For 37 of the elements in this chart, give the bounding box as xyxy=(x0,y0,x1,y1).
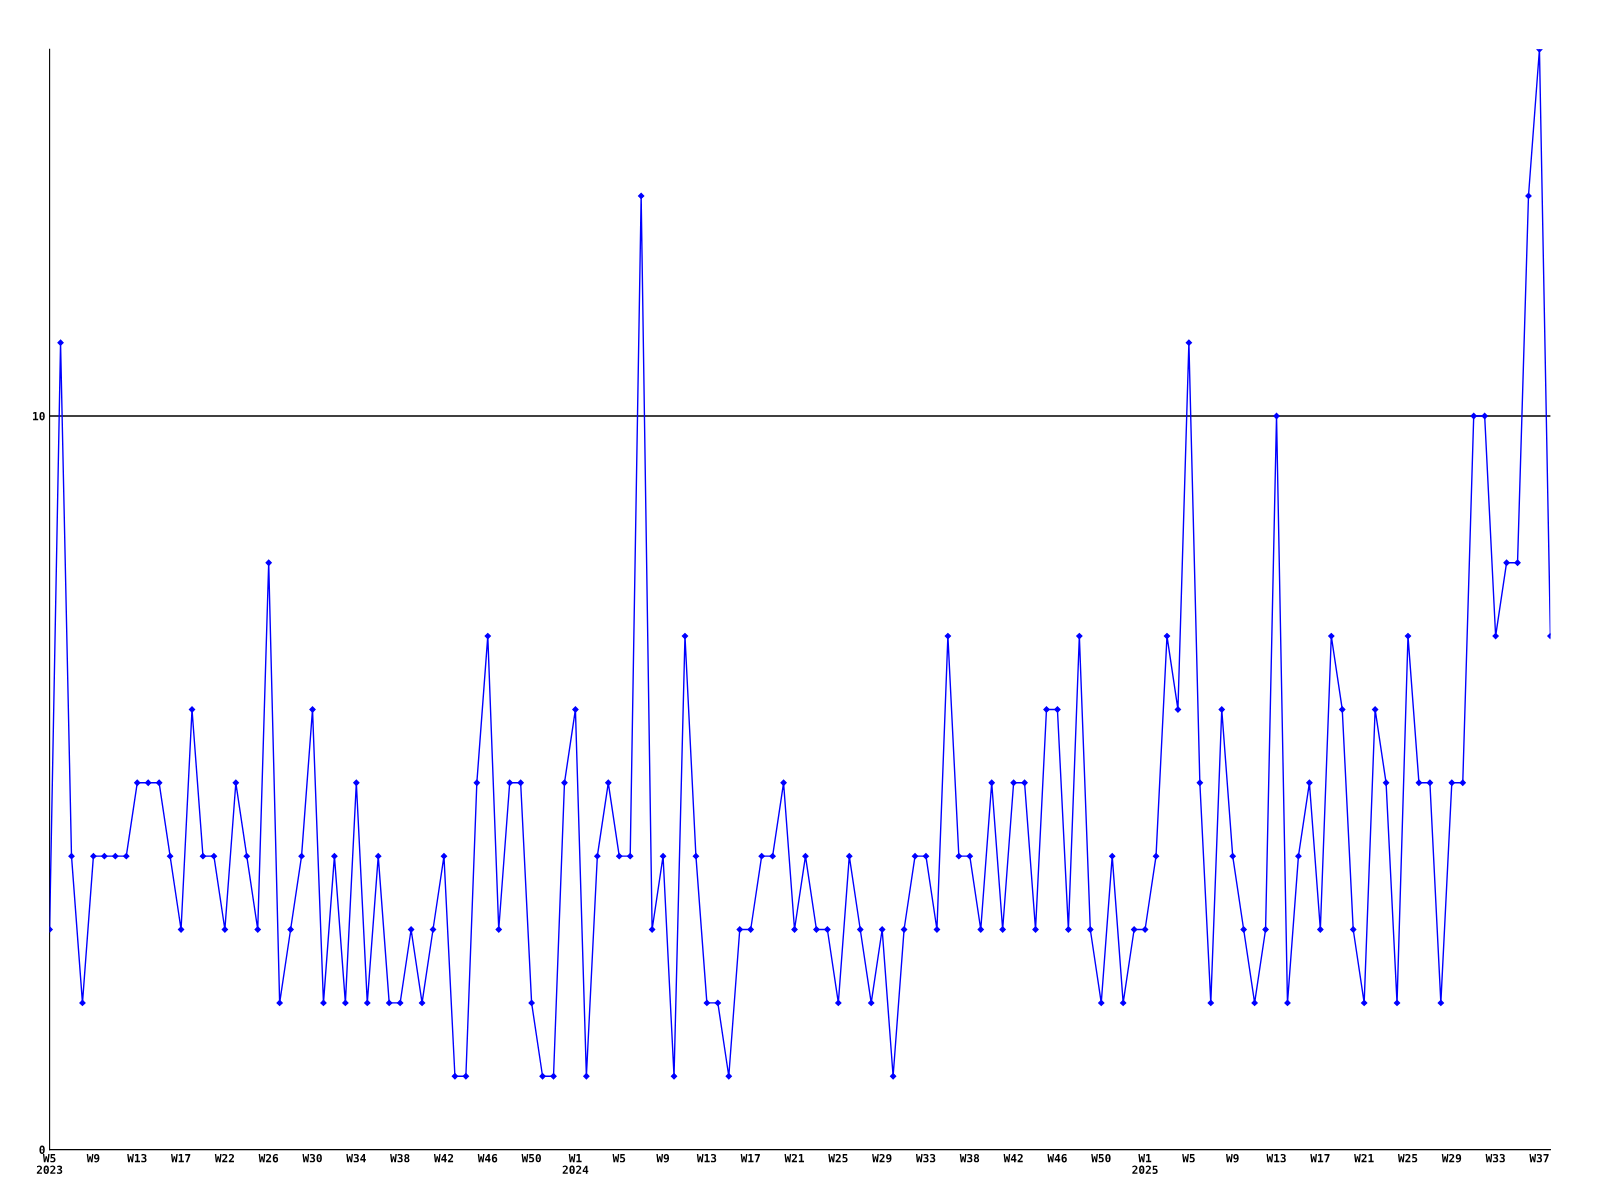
x-tick-label: W5 xyxy=(1182,1154,1195,1163)
x-tick-label: W42 xyxy=(1003,1153,1023,1163)
y-tick-label: 0 xyxy=(39,1145,45,1154)
x-tick-label: W13 xyxy=(127,1153,147,1163)
x-tick-label: W17 xyxy=(740,1154,760,1163)
x-tick-label: W33 xyxy=(915,1153,936,1163)
x-tick-label: W30 xyxy=(302,1153,322,1163)
x-tick-label: W5 2023 xyxy=(36,1154,63,1174)
x-tick-label: W38 xyxy=(390,1153,410,1163)
x-tick-label: W9 xyxy=(656,1154,670,1163)
x-tick-label: W42 xyxy=(433,1153,454,1163)
x-tick-label: W25 xyxy=(1397,1153,1418,1163)
x-tick-label: W5 xyxy=(612,1154,626,1163)
x-tick-label: W50 xyxy=(521,1153,541,1163)
x-tick-label: W29 xyxy=(872,1153,892,1163)
x-tick-label: W9 xyxy=(1226,1154,1239,1163)
x-tick-label: W13 xyxy=(696,1153,717,1163)
x-tick-label: W13 xyxy=(1266,1153,1286,1163)
x-tick-label: W25 xyxy=(828,1153,848,1163)
x-tick-label: W46 xyxy=(1047,1153,1067,1163)
x-tick-label: W17 xyxy=(1310,1154,1330,1163)
x-tick-label: W37 xyxy=(1529,1153,1549,1163)
x-tick-label: W1 2024 xyxy=(562,1154,589,1174)
y-tick-label: 10 xyxy=(33,411,45,421)
x-tick-label: W22 xyxy=(214,1153,234,1163)
x-tick-label: W26 xyxy=(258,1153,279,1163)
x-tick-label: W21 xyxy=(1354,1153,1374,1163)
x-tick-label: W1 2025 xyxy=(1132,1154,1158,1174)
x-tick-label: W17 xyxy=(171,1154,191,1163)
x-tick-label: W9 xyxy=(86,1154,100,1163)
x-tick-label: W34 xyxy=(346,1153,366,1163)
x-tick-label: W50 xyxy=(1091,1153,1111,1163)
x-tick-label: W29 xyxy=(1441,1153,1462,1163)
x-tick-label: W46 xyxy=(477,1153,498,1163)
x-tick-label: W33 xyxy=(1485,1153,1505,1163)
x-tick-label: W21 xyxy=(784,1153,805,1163)
x-tick-label: W38 xyxy=(959,1153,980,1163)
